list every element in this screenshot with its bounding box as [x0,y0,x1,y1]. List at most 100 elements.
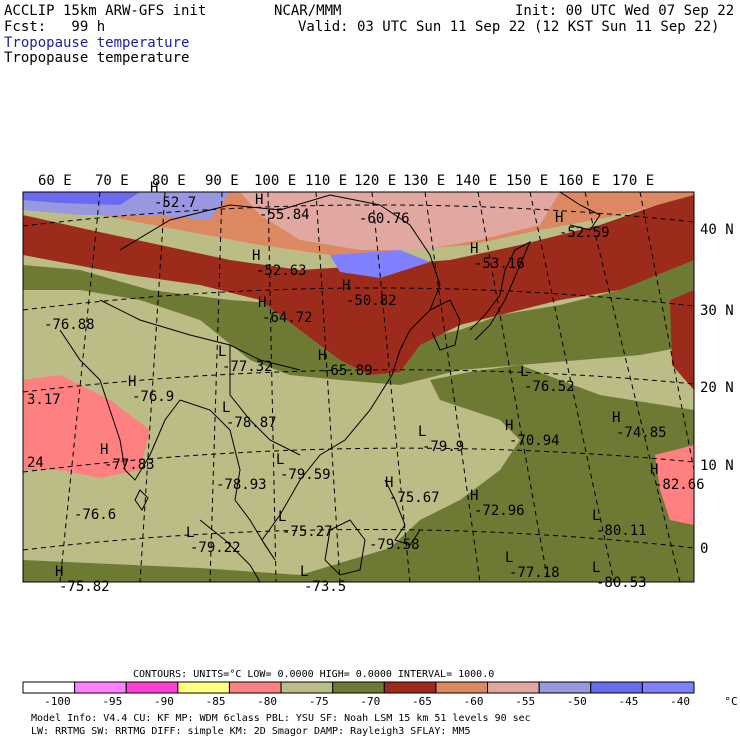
legend-tick-label: -55 [515,695,535,708]
meridian-70e [59,192,101,582]
extremum-value: -77.32 [222,359,273,375]
init-time: Init: 00 UTC Wed 07 Sep 22 [515,3,735,19]
legend-color-boxes [22,681,695,694]
lon-label-170e: 170 E [612,173,654,189]
fill-minus45-to-minus40 [330,250,430,278]
fill-minus60-to-minus55 [240,192,560,250]
lat-label-20n: 20 N [700,380,734,396]
coastline-sumatra [199,519,261,582]
meridian-80e [139,192,166,582]
legend-color-box [228,681,282,694]
extremum-marker-high: H [470,241,478,257]
extrema-labels: H-52.7 H-55.84 -60.76 H-52.59H-52.63H-53.16… [27,180,705,595]
extremum-value: -76.6 [74,507,116,523]
meridian-170e [639,192,694,471]
legend-color-box [538,681,592,694]
extremum-value: -72.96 [474,503,525,519]
extremum-marker-high: H [555,210,563,226]
extremum-value: -77.18 [509,565,560,581]
lon-label-100e: 100 E [254,173,296,189]
extremum-marker-low: L [222,400,230,416]
lon-label-130e: 130 E [403,173,445,189]
extremum-marker-high: H [252,248,260,264]
coastlines [59,192,601,582]
forecast-hour: Fcst: 99 h [4,19,106,35]
meridian-160e [584,192,681,582]
lon-label-90e: 90 E [205,173,239,189]
extremum-marker-high: H [342,278,350,294]
extremum-value: -79.58 [369,537,420,553]
meridian-90e [209,192,223,582]
legend-tick-labels: -100 -95 -90 -85 -80 -75 -70 -65 -60 -55 -50 -45 -40… [44,695,737,708]
legend-tick-label: -50 [567,695,587,708]
model-info-line-2: LW: RRTMG SW: RRTMG DIFF: simple KM: 2D … [31,726,471,737]
legend-color-box [74,681,127,694]
fill-minus75-to-minus70-band [23,255,694,385]
extremum-value: -82.66 [654,477,705,493]
legend-tick-label: -70 [360,695,380,708]
legend-tick-label: -100 [44,695,71,708]
legend-tick-label: -65 [412,695,432,708]
border-himalaya [99,299,301,371]
legend-color-box [435,681,489,694]
extremum-marker-low: L [505,550,513,566]
legend-tick-label: -60 [464,695,484,708]
parallel-30n [23,287,694,311]
coastline-southeast-asia [179,309,431,561]
extremum-marker-low: L [276,452,284,468]
field-title-blue: Tropopause temperature [4,35,190,51]
meridian-110e [315,192,341,582]
extremum-value: -79.9 [422,439,464,455]
legend-color-box [641,681,695,694]
legend-tick-label: °C [724,695,737,708]
contours-info: CONTOURS: UNITS=°C LOW= 0.0000 HIGH= 0.0… [133,669,494,680]
lat-label-30n: 30 N [700,303,734,319]
extremum-value: -75.67 [389,490,440,506]
extremum-value: 3.17 [27,392,61,408]
extremum-marker-high: H [55,564,63,580]
legend-tick-label: -85 [206,695,226,708]
lon-label-120e: 120 E [354,173,396,189]
coastline-japan [469,240,532,341]
extremum-value: -76.9 [132,389,174,405]
fill-minus85-to-minus80-east [655,445,694,525]
lon-label-140e: 140 E [455,173,497,189]
legend-color-box [125,681,179,694]
coastline-india [59,329,181,481]
extremum-value: -64.72 [262,310,313,326]
legend-color-box [177,681,230,694]
lon-label-110e: 110 E [305,173,347,189]
extremum-marker-low: L [186,525,194,541]
extremum-value: -75.82 [59,579,110,595]
lon-label-70e: 70 E [95,173,129,189]
meridian-130e [424,192,481,582]
legend-tick-label: -95 [102,695,122,708]
model-name: ACCLIP 15km ARW-GFS init [4,3,207,19]
lon-label-60e: 60 E [38,173,72,189]
legend-color-box [22,681,76,694]
legend-color-box [332,681,385,694]
org-label: NCAR/MMM [274,3,342,19]
coastline-sri-lanka [134,489,149,511]
extremum-value: -60.76 [359,211,410,227]
legend-tick-label: -45 [619,695,639,708]
extremum-marker-low: L [278,509,286,525]
legend-color-box [487,681,540,694]
extremum-value: -52.63 [256,263,307,279]
extremum-value: -65.89 [322,363,373,379]
extremum-marker-low: L [592,560,600,576]
extremum-value: -79.59 [280,467,331,483]
legend-color-box [383,681,437,694]
lat-label-10n: 10 N [700,458,734,474]
extremum-marker-high: H [385,475,393,491]
extremum-value: -52.7 [154,195,196,211]
lon-label-80e: 80 E [152,173,186,189]
coastline-philippines [384,479,421,546]
legend-color-box [280,681,334,694]
extremum-marker-high: H [470,488,478,504]
extremum-marker-high: H [150,180,158,196]
extremum-value: -75.27 [282,524,333,540]
meridian-120e [371,192,411,582]
parallel-10n [23,447,694,473]
extremum-value: -50.82 [346,293,397,309]
